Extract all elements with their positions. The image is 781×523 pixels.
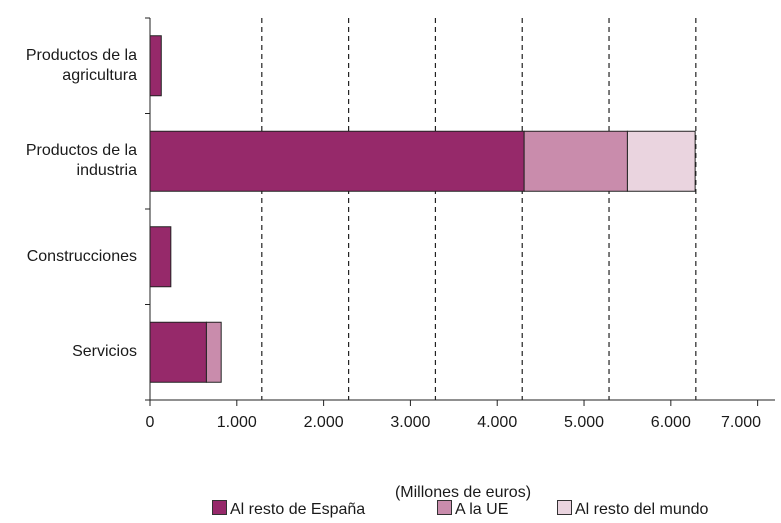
legend-label: A la UE (455, 501, 509, 518)
category-label-line: Productos de la (25, 46, 137, 64)
x-tick-label: 5.000 (563, 414, 605, 431)
x-tick-label: 2.000 (303, 414, 344, 431)
bar-segment (205, 321, 222, 383)
legend-label: Al resto de España (230, 501, 366, 518)
bar-segment (626, 130, 696, 192)
category-label-line: industria (76, 162, 137, 180)
category-label: Productos de la agricultura (1, 46, 137, 86)
bar-segment (149, 321, 207, 383)
x-tick-label: 4.000 (477, 414, 518, 431)
legend-item: A la UE (437, 500, 508, 520)
category-label-line: Construcciones (26, 247, 137, 265)
category-label-line: Servicios (72, 343, 137, 361)
legend-swatch (212, 500, 227, 515)
bar-segment (149, 130, 525, 192)
bar-segment (523, 130, 628, 192)
bar-segment (149, 226, 172, 288)
x-tick-label: 1.000 (216, 414, 257, 431)
legend: Al resto de España A la UE Al resto del mu… (0, 500, 781, 523)
x-tick-label: 0 (145, 414, 155, 431)
x-tick-label: 6.000 (650, 414, 691, 431)
category-label: Servicios (1, 342, 137, 362)
x-tick-label: 3.000 (390, 414, 431, 431)
legend-item: Al resto del mundo (557, 500, 708, 520)
legend-label: Al resto del mundo (575, 501, 709, 518)
category-label-line: agricultura (62, 66, 137, 84)
category-label-line: Productos de la (25, 142, 137, 160)
category-label: Construcciones (1, 247, 137, 267)
legend-swatch (557, 500, 572, 515)
x-tick-label: 7.000 (720, 414, 762, 431)
category-label: Productos de la industria (1, 141, 137, 181)
legend-item: Al resto de España (212, 500, 365, 520)
legend-swatch (437, 500, 452, 515)
x-axis-label: (Millones de euros) (394, 484, 532, 501)
bar-segment (149, 35, 162, 97)
